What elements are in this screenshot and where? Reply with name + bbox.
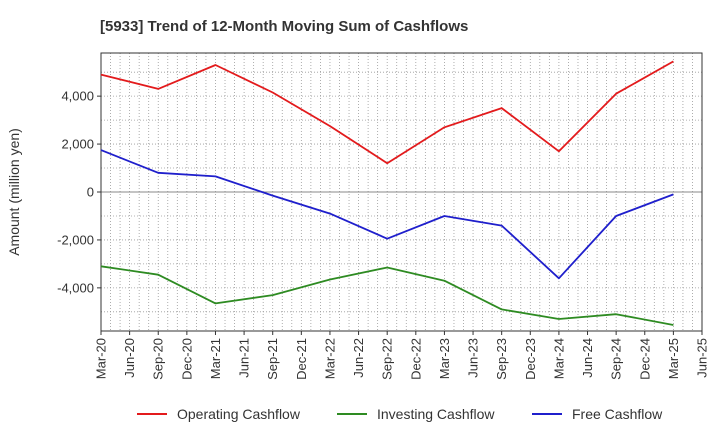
y-tick-label: 2,000	[61, 137, 94, 152]
x-tick-label: Jun-24	[580, 338, 595, 378]
x-tick-label: Sep-22	[380, 338, 395, 380]
x-tick-label: Jun-23	[466, 338, 481, 378]
legend-entry-label: Investing Cashflow	[377, 406, 495, 422]
x-tick-label: Mar-24	[551, 338, 566, 379]
series-line-investing-cashflow	[100, 265, 674, 326]
series-lines	[100, 60, 674, 326]
x-tick-label: Sep-21	[265, 338, 280, 380]
legend-entry-label: Free Cashflow	[572, 406, 663, 422]
y-tick-label: 0	[87, 185, 94, 200]
x-tick-label: Sep-24	[609, 338, 624, 380]
x-tick-label: Dec-22	[408, 338, 423, 380]
y-axis-label: Amount (million yen)	[6, 128, 22, 256]
x-tick-label: Jun-25	[695, 338, 710, 378]
y-tick-label: -2,000	[57, 232, 94, 247]
x-tick-label: Dec-21	[294, 338, 309, 380]
x-tick-label: Dec-20	[179, 338, 194, 380]
x-tick-label: Sep-20	[151, 338, 166, 380]
x-tick-label: Jun-20	[122, 338, 137, 378]
x-tick-label: Dec-23	[523, 338, 538, 380]
grid-lines	[101, 53, 702, 331]
x-tick-label: Jun-21	[237, 338, 252, 378]
chart-title: [5933] Trend of 12-Month Moving Sum of C…	[100, 18, 468, 35]
x-tick-label: Mar-21	[208, 338, 223, 379]
x-tick-label: Mar-23	[437, 338, 452, 379]
x-tick-label: Dec-24	[637, 338, 652, 380]
y-tick-label: 4,000	[61, 89, 94, 104]
x-tick-label: Sep-23	[494, 338, 509, 380]
x-axis-ticks: Mar-20 Jun-20 Sep-20 Dec-20 Mar-21 Jun-21 Sep-…	[94, 331, 710, 380]
legend: Operating Cashflow Investing Cashflow Free…	[137, 406, 663, 422]
legend-entry-label: Operating Cashflow	[177, 406, 301, 422]
x-tick-label: Jun-22	[351, 338, 366, 378]
series-line-free-cashflow	[100, 149, 674, 280]
x-tick-label: Mar-22	[322, 338, 337, 379]
y-tick-label: -4,000	[57, 280, 94, 295]
x-tick-label: Mar-20	[94, 338, 109, 379]
series-line-operating-cashflow	[100, 60, 674, 165]
y-axis-ticks: -4,000 -2,000 0 2,000 4,000	[57, 89, 101, 295]
x-tick-label: Mar-25	[666, 338, 681, 379]
